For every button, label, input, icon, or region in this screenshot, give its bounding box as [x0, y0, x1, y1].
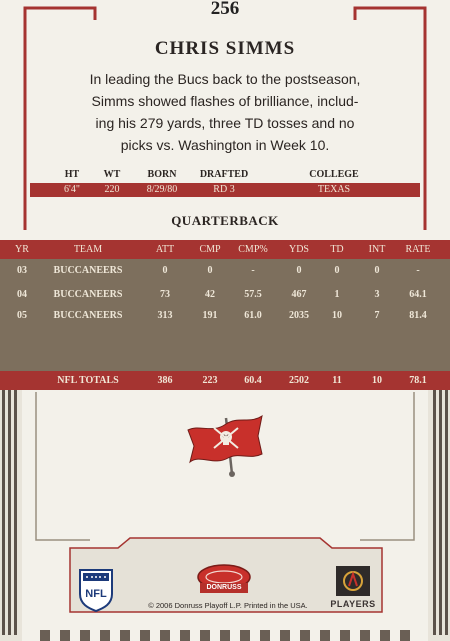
stats-cell-yr: 03 — [17, 265, 27, 276]
stats-header-td: TD — [330, 244, 344, 255]
stats-header-yds: YDS — [288, 244, 309, 255]
stats-cell-team: BUCCANEERS — [53, 310, 123, 321]
bio-line: ing his 279 yards, three TD tosses and n… — [95, 115, 355, 131]
vitals-college: TEXAS — [317, 184, 351, 195]
stats-row: 03 BUCCANEERS 0 0 - 0 0 0 - — [0, 262, 450, 280]
stats-header-int: INT — [368, 244, 386, 255]
totals-int: 10 — [372, 375, 382, 386]
stats-cell-cmp: 42 — [205, 289, 215, 300]
stats-cell-cmp: 0 — [207, 265, 213, 276]
totals-label: NFL TOTALS — [57, 375, 119, 386]
bio-line: picks vs. Washington in Week 10. — [120, 137, 330, 153]
stats-cell-td: 0 — [334, 265, 340, 276]
bio-line: In leading the Bucs back to the postseas… — [89, 71, 361, 87]
player-name: CHRIS SIMMS — [154, 38, 296, 59]
stats-cell-td: 1 — [334, 289, 340, 300]
stats-cell-yds: 0 — [296, 265, 302, 276]
donruss-oval-icon — [197, 564, 251, 593]
totals-rate: 78.1 — [409, 375, 427, 386]
stats-cell-team: BUCCANEERS — [53, 289, 123, 300]
card-number: 256 — [210, 0, 240, 19]
vitals-header-college: COLLEGE — [309, 169, 359, 180]
totals-yds: 2502 — [289, 375, 309, 386]
player-bio: In leading the Bucs back to the postseas… — [46, 68, 404, 156]
vitals-height: 6'4" — [64, 184, 80, 195]
stats-cell-att: 313 — [157, 310, 173, 321]
donruss-label: DONRUSS — [206, 584, 242, 591]
vitals-header-drafted: DRAFTED — [199, 169, 249, 180]
bio-line: Simms showed flashes of brilliance, incl… — [91, 93, 359, 109]
copyright-text: © 2006 Donruss Playoff L.P. Printed in t… — [148, 601, 308, 610]
nfl-label: NFL — [85, 588, 107, 600]
stats-cell-yr: 05 — [17, 310, 27, 321]
stats-cell-cmp-pct: - — [251, 265, 255, 276]
vitals-born: 8/29/80 — [146, 184, 178, 195]
buccaneers-flag-icon — [187, 414, 263, 477]
stats-header-team: TEAM — [73, 244, 103, 255]
stats-cell-cmp-pct: 61.0 — [244, 310, 262, 321]
stats-cell-cmp-pct: 57.5 — [244, 289, 262, 300]
stats-cell-att: 73 — [160, 289, 170, 300]
stats-cell-yds: 467 — [291, 289, 307, 300]
stats-table: YR TEAM ATT CMP CMP% YDS TD INT RATE 03 … — [0, 240, 450, 388]
vitals-bar: 6'4" 220 8/29/80 RD 3 TEXAS — [30, 183, 420, 197]
stats-cell-yr: 04 — [17, 289, 27, 300]
vitals-header-wt: WT — [103, 169, 121, 180]
stats-header-cmp: CMP — [199, 244, 221, 255]
stats-header-cmp-pct: CMP% — [238, 244, 268, 255]
vitals-drafted: RD 3 — [213, 184, 235, 195]
vitals-header-born: BORN — [147, 169, 177, 180]
stats-cell-rate: 64.1 — [409, 289, 427, 300]
stats-row: 04 BUCCANEERS 73 42 57.5 467 1 3 64.1 — [0, 286, 450, 304]
players-inc-icon — [336, 566, 370, 596]
stats-cell-int: 7 — [374, 310, 380, 321]
totals-td: 11 — [332, 375, 342, 386]
nfl-shield-icon: NFL — [79, 569, 113, 612]
stats-header-att: ATT — [155, 244, 175, 255]
stats-cell-cmp: 191 — [202, 310, 218, 321]
stats-cell-int: 3 — [374, 289, 380, 300]
stats-cell-rate: - — [416, 265, 420, 276]
stats-cell-td: 10 — [332, 310, 342, 321]
stats-row: 05 BUCCANEERS 313 191 61.0 2035 10 7 81.… — [0, 307, 450, 325]
totals-cmp-pct: 60.4 — [244, 375, 262, 386]
totals-att: 386 — [157, 375, 173, 386]
stats-header-yr: YR — [15, 244, 29, 255]
stats-cell-rate: 81.4 — [409, 310, 427, 321]
vitals-weight: 220 — [104, 184, 120, 195]
stats-header: YR TEAM ATT CMP CMP% YDS TD INT RATE — [0, 240, 450, 259]
stats-cell-att: 0 — [162, 265, 168, 276]
stats-cell-yds: 2035 — [289, 310, 309, 321]
stats-cell-int: 0 — [374, 265, 380, 276]
vitals-header: HT WT BORN DRAFTED COLLEGE — [30, 169, 420, 182]
vitals-header-ht: HT — [64, 169, 80, 180]
stats-header-rate: RATE — [405, 244, 431, 255]
players-label: PLAYERS — [330, 599, 376, 609]
position-title: QUARTERBACK — [171, 213, 279, 228]
totals-cmp: 223 — [202, 375, 218, 386]
stats-cell-team: BUCCANEERS — [53, 265, 123, 276]
totals-row: NFL TOTALS 386 223 60.4 2502 11 10 78.1 — [0, 371, 450, 390]
